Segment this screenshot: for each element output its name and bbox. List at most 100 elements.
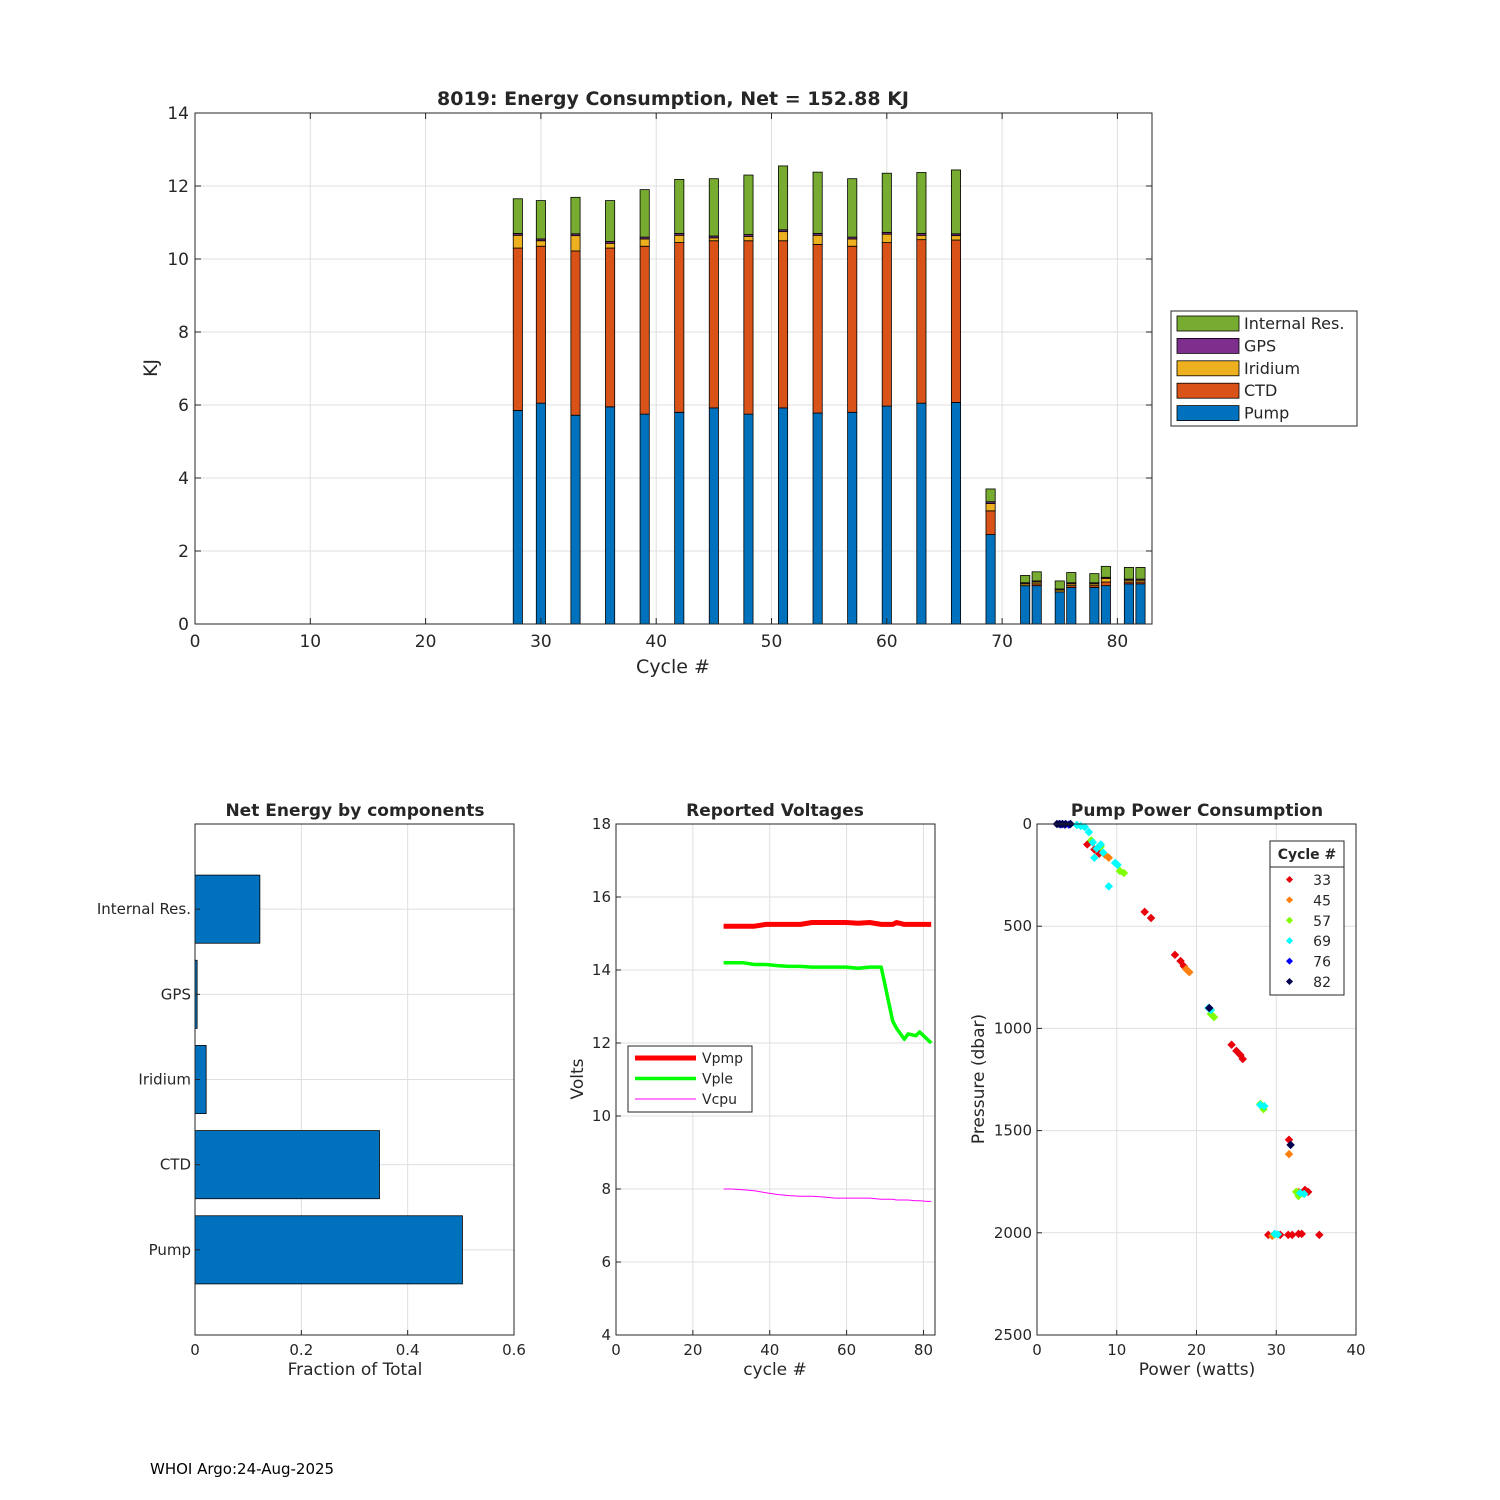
energy-ytick-label: 6 — [178, 396, 189, 416]
net-ytick-label: Iridium — [138, 1071, 191, 1089]
energy-bar-iridium-segment — [1100, 577, 1111, 583]
volt-ytick-label: 14 — [592, 961, 611, 979]
volt-ytick-label: 12 — [592, 1034, 611, 1052]
energy-plot-area — [195, 113, 1152, 624]
net-bars — [194, 874, 463, 1285]
energy-legend-label: GPS — [1244, 336, 1276, 355]
pump-legend-title: Cycle # — [1278, 847, 1337, 863]
volt-ylabel: Volts — [568, 1058, 588, 1099]
volt-legend: Vpmp Vple Vcpu — [627, 1045, 753, 1113]
energy-bar-pump-segment — [708, 407, 719, 625]
pump-point-cycle-45 — [1104, 853, 1114, 862]
energy-bar-pump-segment — [847, 411, 858, 625]
pump-xtick-label: 10 — [1107, 1341, 1126, 1359]
energy-bar-internalres-segment — [535, 200, 546, 240]
energy-bar-pump-segment — [778, 407, 789, 625]
volt-line-vple — [723, 960, 933, 1045]
net-bar — [194, 1130, 380, 1200]
energy-bar-ctd-segment — [743, 240, 754, 415]
energy-ytick-label: 14 — [167, 104, 189, 124]
pump-point-cycle-82 — [1205, 1003, 1214, 1013]
net-energy-chart: 0 0.2 0.4 0.6 Internal Res. GPS Iridium CTD Pump… — [97, 801, 526, 1380]
energy-bar-ctd-segment — [605, 247, 616, 408]
energy-axes-box — [194, 112, 1153, 625]
pump-legend-label: 82 — [1313, 975, 1331, 991]
energy-bar-internalres-segment — [639, 189, 650, 238]
energy-legend-label: Internal Res. — [1244, 314, 1344, 333]
volt-ytick-label: 6 — [601, 1253, 611, 1271]
pump-legend-box — [1269, 840, 1345, 996]
net-bar — [194, 874, 261, 944]
energy-xtick-label: 0 — [190, 632, 201, 652]
volt-xlabel: cycle # — [743, 1360, 807, 1380]
net-ytick-label: Pump — [149, 1241, 191, 1259]
energy-legend-swatch — [1176, 382, 1240, 399]
energy-bar-pump-segment — [639, 413, 650, 625]
pump-legend-label: 76 — [1313, 955, 1331, 971]
energy-xtick-label: 70 — [991, 632, 1013, 652]
volt-ytick-label: 18 — [592, 815, 611, 833]
pump-legend: Cycle # 33 45 57 69 76 82 — [1269, 840, 1345, 996]
energy-legend: Internal Res. GPS Iridium CTD Pump — [1170, 310, 1358, 427]
pump-point-cycle-69 — [1273, 1230, 1283, 1239]
pump-xtick-label: 40 — [1346, 1341, 1365, 1359]
energy-bar-pump-segment — [1031, 585, 1042, 625]
energy-ytick-label: 4 — [178, 469, 189, 489]
energy-bar-iridium-segment — [950, 235, 962, 241]
net-xtick-label: 0.6 — [502, 1341, 526, 1359]
volt-line-vcpu — [723, 1188, 932, 1202]
energy-bar-pump-segment — [674, 411, 685, 625]
energy-ytick-label: 12 — [167, 177, 189, 197]
net-xlabel: Fraction of Total — [288, 1360, 423, 1380]
net-ytick-label: Internal Res. — [97, 900, 191, 918]
pump-point-cycle-69 — [1104, 882, 1114, 891]
energy-bar-iridium-segment — [535, 240, 546, 247]
energy-xtick-label: 60 — [876, 632, 898, 652]
energy-bar-iridium-segment — [708, 237, 719, 242]
energy-bar-pump-segment — [1100, 585, 1111, 625]
energy-bar-internalres-segment — [1123, 567, 1134, 580]
energy-bar-pump-segment — [743, 413, 754, 625]
pump-point-cycle-45 — [1185, 967, 1194, 977]
energy-bar-internalres-segment — [512, 198, 523, 234]
pump-point-cycle-69 — [1299, 1189, 1309, 1199]
pump-ytick-label: 1500 — [994, 1122, 1032, 1140]
pump-point-cycle-69 — [1084, 827, 1094, 837]
energy-xtick-label: 40 — [645, 632, 667, 652]
energy-legend-swatch — [1176, 315, 1240, 332]
pump-ylabel: Pressure (dbar) — [969, 1014, 989, 1144]
volt-xtick-label: 40 — [760, 1341, 779, 1359]
energy-consumption-chart: 0 10 20 30 40 50 60 70 80 0 2 4 6 8 10 12 14 8019: Energ… — [140, 88, 1358, 678]
energy-bar-iridium-segment — [916, 234, 927, 241]
volt-legend-label: Vcpu — [702, 1092, 737, 1108]
energy-bar-ctd-segment — [708, 240, 719, 409]
energy-ylabel: KJ — [140, 359, 162, 377]
pump-xlabel: Power (watts) — [1139, 1360, 1256, 1380]
energy-legend-label: Iridium — [1244, 359, 1300, 378]
energy-bar-iridium-segment — [512, 234, 523, 249]
energy-bar-ctd-segment — [847, 245, 858, 413]
energy-bar-iridium-segment — [847, 238, 858, 247]
energy-title: 8019: Energy Consumption, Net = 152.88 K… — [437, 88, 909, 110]
energy-bar-iridium-segment — [570, 235, 581, 252]
pump-ytick-label: 500 — [1003, 917, 1032, 935]
energy-xtick-label: 20 — [415, 632, 437, 652]
volt-ytick-label: 16 — [592, 888, 611, 906]
energy-bar-pump-segment — [916, 402, 927, 625]
energy-bar-pump-segment — [570, 414, 581, 625]
net-ytick-label: GPS — [161, 985, 191, 1003]
volt-xtick-label: 20 — [683, 1341, 702, 1359]
energy-bar-ctd-segment — [916, 239, 927, 404]
pump-point-cycle-69 — [1113, 860, 1122, 870]
pump-legend-label: 69 — [1313, 934, 1331, 950]
energy-bar-pump-segment — [535, 402, 546, 625]
net-xtick-label: 0 — [190, 1341, 200, 1359]
energy-bar-internalres-segment — [1066, 572, 1077, 584]
pump-xtick-label: 30 — [1267, 1341, 1286, 1359]
pump-legend-label: 33 — [1313, 873, 1331, 889]
energy-bar-internalres-segment — [916, 172, 927, 234]
energy-bar-iridium-segment — [639, 238, 650, 247]
pump-point-cycle-69 — [1088, 838, 1098, 847]
energy-bar-pump-segment — [881, 405, 892, 625]
energy-bar-internalres-segment — [985, 488, 996, 503]
